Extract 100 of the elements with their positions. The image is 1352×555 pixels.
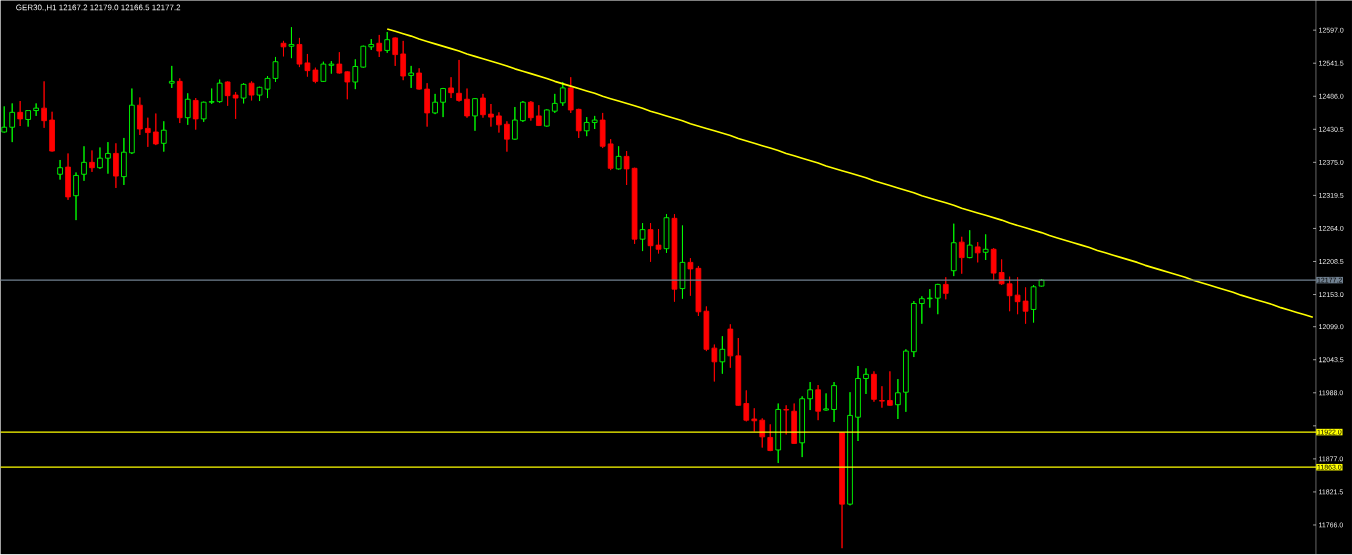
candlestick <box>368 38 375 51</box>
candlestick <box>440 87 446 118</box>
candlestick <box>288 26 295 59</box>
candlestick <box>248 81 255 102</box>
candlestick <box>575 108 582 139</box>
candlestick <box>280 40 287 58</box>
candlestick <box>9 103 16 143</box>
candlestick <box>974 241 981 264</box>
candlestick <box>599 112 606 149</box>
candlestick <box>208 88 215 105</box>
candlestick <box>232 91 239 120</box>
candlestick <box>535 104 542 127</box>
candlestick <box>639 222 646 252</box>
candlestick <box>1014 277 1021 315</box>
candlestick <box>990 247 997 281</box>
candlestick <box>73 172 79 221</box>
candlestick <box>105 141 111 175</box>
candlestick <box>982 234 989 261</box>
candlestick <box>831 381 837 423</box>
candlestick <box>160 121 167 153</box>
candlestick <box>719 335 726 375</box>
candlestick <box>65 153 71 201</box>
candlestick <box>711 344 718 383</box>
candlestick <box>543 109 550 128</box>
candlestick <box>695 265 702 317</box>
candlestick <box>767 424 774 452</box>
candlestick <box>847 391 853 506</box>
candlestick <box>296 37 303 68</box>
candlestick <box>41 81 47 129</box>
candlestick <box>121 137 127 186</box>
candlestick <box>33 103 39 117</box>
candlestick <box>57 159 63 181</box>
candlestick <box>336 51 343 75</box>
candlestick <box>25 110 31 128</box>
candlestick <box>887 371 893 407</box>
candlestick <box>240 82 247 105</box>
candlestick <box>839 431 845 549</box>
candlestick <box>528 100 534 122</box>
candlestick <box>934 283 941 315</box>
candlestick <box>504 121 510 153</box>
candlestick <box>926 288 933 309</box>
candlestick <box>81 146 87 182</box>
candlestick <box>448 76 454 99</box>
candlestick <box>911 300 917 358</box>
candlestick <box>464 88 470 119</box>
candlestick <box>743 390 750 423</box>
candlestick <box>567 76 574 114</box>
candlestick <box>950 223 957 277</box>
candlestick <box>903 349 909 413</box>
candlestick <box>424 82 430 128</box>
candlestick <box>344 71 351 100</box>
candlestick <box>591 115 598 130</box>
candlestick <box>958 236 965 275</box>
candlestick <box>663 213 670 254</box>
candlestick <box>360 45 367 69</box>
candlestick <box>703 306 710 352</box>
candlestick <box>687 257 694 297</box>
candlestick <box>17 100 24 127</box>
candlestick <box>408 65 414 89</box>
candlestick <box>623 150 630 186</box>
candlestick <box>49 111 55 153</box>
candlestick <box>184 93 191 126</box>
candlestick <box>520 100 526 123</box>
candlestick <box>144 117 151 148</box>
candlestick <box>168 65 175 89</box>
candlestick <box>304 53 311 78</box>
candlestick <box>815 384 821 421</box>
candlestick <box>871 371 877 403</box>
candlestick <box>129 88 135 155</box>
candlestick <box>216 79 223 104</box>
candlestick <box>895 378 901 420</box>
candlestick <box>807 381 813 411</box>
candlestick <box>775 403 782 464</box>
candlestick <box>496 112 502 134</box>
candlestick <box>328 60 335 75</box>
candlestick <box>966 230 973 259</box>
candlestick <box>432 93 438 115</box>
candlestick <box>472 97 478 132</box>
candlestick <box>783 405 790 436</box>
candlestick <box>855 365 861 442</box>
candlestick <box>551 93 558 114</box>
candlestick <box>631 167 638 245</box>
candlestick <box>376 34 383 58</box>
candlestick <box>400 40 407 81</box>
candlestick <box>879 386 885 409</box>
candlestick <box>583 116 590 137</box>
candlestick <box>671 213 678 303</box>
candlestick <box>512 106 518 141</box>
candlestick <box>137 97 143 136</box>
candlestick <box>192 97 199 131</box>
candlestick <box>607 138 614 171</box>
candlestick <box>799 396 805 458</box>
candlestick <box>480 93 486 119</box>
candlestick <box>152 113 159 146</box>
candlestick <box>488 103 494 128</box>
candlestick <box>559 81 566 107</box>
candlestick <box>200 101 207 123</box>
candlestick <box>416 68 422 91</box>
candlestick <box>863 368 869 395</box>
candlestick <box>615 146 622 171</box>
